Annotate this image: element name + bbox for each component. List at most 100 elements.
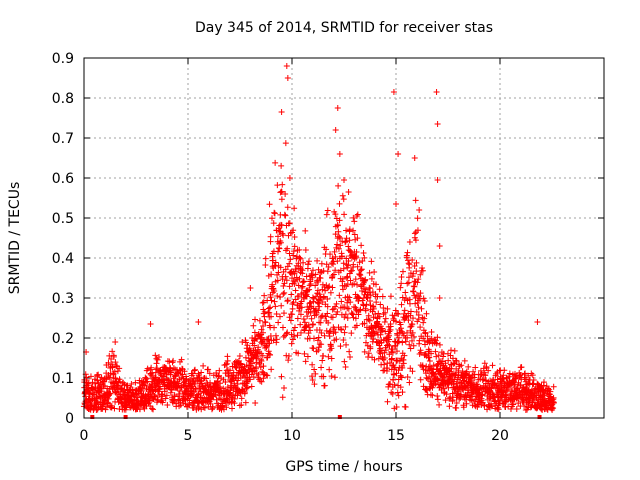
data-point [415, 276, 422, 283]
data-point [164, 401, 171, 408]
data-point [245, 366, 252, 373]
data-point [335, 245, 342, 252]
y-tick-label: 0.2 [52, 331, 74, 347]
data-point [327, 328, 334, 335]
data-point [346, 348, 353, 355]
data-point [390, 89, 397, 95]
data-point [171, 379, 178, 386]
data-point [216, 367, 223, 374]
data-point [321, 332, 328, 339]
data-point [302, 358, 309, 365]
data-point [336, 151, 343, 157]
data-point [488, 400, 495, 407]
data-point [344, 314, 351, 321]
data-point [518, 364, 525, 371]
data-point [175, 396, 182, 403]
data-point [317, 294, 324, 301]
data-point [299, 267, 306, 274]
y-tick-label: 0.9 [52, 51, 74, 67]
data-point [413, 308, 420, 315]
data-point [506, 370, 513, 377]
data-point [327, 251, 334, 258]
data-point [108, 402, 115, 409]
data-point [281, 289, 288, 296]
data-point [405, 274, 412, 281]
data-point [262, 255, 269, 262]
data-point [282, 273, 289, 280]
data-point [414, 300, 421, 307]
x-tick-label: 15 [387, 428, 405, 444]
data-point [362, 339, 369, 346]
data-point [411, 262, 418, 269]
data-point [328, 345, 335, 352]
data-point [294, 332, 301, 339]
data-point [310, 335, 317, 342]
data-point [201, 404, 208, 411]
data-point [348, 310, 355, 317]
data-point [501, 367, 508, 374]
data-point [217, 384, 224, 391]
data-point [351, 231, 358, 238]
data-point [349, 311, 356, 318]
data-point [421, 297, 428, 304]
data-point [375, 355, 382, 362]
data-point [298, 304, 305, 311]
data-point [370, 314, 377, 321]
data-point [176, 388, 183, 395]
data-point [351, 280, 358, 287]
data-point [360, 302, 367, 309]
data-point [168, 369, 175, 376]
x-axis-label: GPS time / hours [285, 459, 402, 475]
data-point [347, 353, 354, 360]
data-point [336, 217, 343, 224]
data-point [166, 358, 173, 365]
data-point [326, 283, 333, 290]
data-point [388, 355, 395, 362]
data-point [271, 287, 278, 294]
data-point [181, 368, 188, 375]
data-point [170, 365, 177, 372]
data-point [397, 284, 404, 291]
data-point [430, 370, 437, 377]
data-point [502, 403, 509, 410]
data-point [289, 311, 296, 318]
data-point [296, 246, 303, 253]
data-point [262, 261, 269, 268]
data-point [260, 299, 267, 306]
chart-title: Day 345 of 2014, SRMTID for receiver sta… [195, 20, 493, 36]
data-point [466, 396, 473, 403]
data-point [272, 159, 279, 166]
data-point [297, 311, 304, 318]
data-point [334, 308, 341, 315]
data-point [395, 338, 402, 345]
data-point [418, 305, 425, 312]
data-point [259, 352, 266, 359]
data-point [286, 250, 293, 257]
data-point [407, 345, 414, 352]
data-point [209, 392, 216, 399]
data-point [550, 399, 557, 406]
data-point [399, 364, 406, 371]
data-point [312, 370, 319, 377]
y-tick-label: 0.4 [52, 251, 74, 267]
data-point [406, 239, 413, 246]
data-point [439, 358, 446, 365]
data-point [250, 365, 257, 372]
data-point [389, 349, 396, 356]
data-point [342, 239, 349, 246]
data-point [258, 357, 265, 364]
data-point [242, 339, 249, 346]
data-point [312, 282, 319, 289]
data-point [434, 396, 441, 403]
data-point [89, 379, 96, 386]
data-point [540, 392, 547, 399]
data-point [342, 323, 349, 330]
data-point [312, 271, 319, 278]
data-point [331, 248, 338, 255]
data-point [432, 337, 439, 344]
data-point [417, 271, 424, 278]
data-point [296, 275, 303, 282]
data-point [398, 273, 405, 280]
data-point [374, 293, 381, 300]
data-point [458, 362, 465, 369]
